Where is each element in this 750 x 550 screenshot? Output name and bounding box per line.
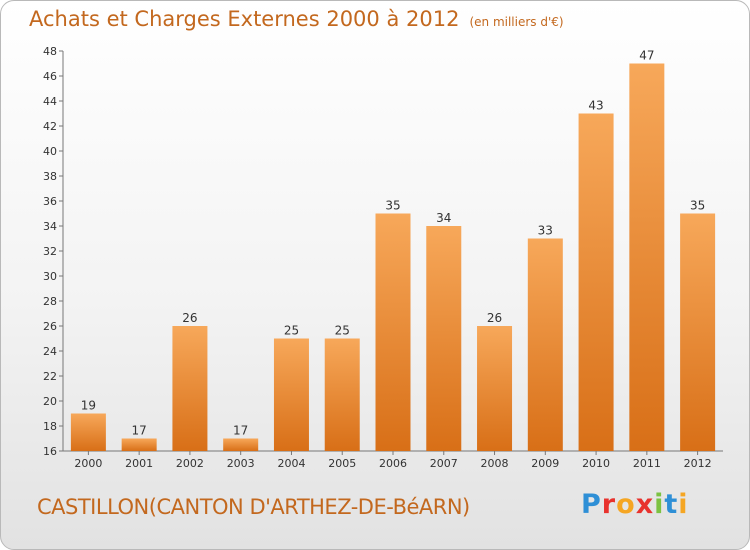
bar-value-label: 35 bbox=[385, 199, 400, 213]
x-tick-label: 2012 bbox=[684, 457, 712, 470]
bar-value-label: 26 bbox=[182, 311, 197, 325]
logo-letter: r bbox=[601, 489, 617, 520]
x-tick-label: 2001 bbox=[125, 457, 153, 470]
y-tick-label: 28 bbox=[43, 295, 57, 308]
bar-value-label: 43 bbox=[588, 99, 603, 113]
y-tick-label: 16 bbox=[43, 445, 57, 458]
x-tick-label: 2011 bbox=[633, 457, 661, 470]
location-label: CASTILLON(CANTON D'ARTHEZ-DE-BéARN) bbox=[37, 495, 470, 519]
bar bbox=[70, 413, 106, 451]
bar-value-label: 25 bbox=[335, 324, 350, 338]
y-tick-label: 48 bbox=[43, 45, 57, 58]
bar bbox=[121, 438, 157, 451]
y-tick-label: 38 bbox=[43, 170, 57, 183]
x-tick-label: 2008 bbox=[481, 457, 509, 470]
y-tick-label: 32 bbox=[43, 245, 57, 258]
bar bbox=[426, 226, 462, 451]
bar bbox=[527, 238, 563, 451]
bar-value-label: 34 bbox=[436, 211, 451, 225]
bar-value-label: 33 bbox=[538, 224, 553, 238]
y-tick-label: 40 bbox=[43, 145, 57, 158]
bar bbox=[477, 326, 513, 451]
logo-letter: i bbox=[678, 489, 689, 520]
bar bbox=[324, 338, 360, 451]
logo-letter: P bbox=[581, 489, 602, 520]
bar bbox=[172, 326, 208, 451]
bar-value-label: 17 bbox=[233, 424, 248, 438]
y-tick-label: 34 bbox=[43, 220, 57, 233]
x-tick-label: 2006 bbox=[379, 457, 407, 470]
chart-title: Achats et Charges Externes 2000 à 2012 (e… bbox=[29, 7, 564, 31]
bar bbox=[680, 213, 716, 451]
y-tick-label: 24 bbox=[43, 345, 57, 358]
bar bbox=[273, 338, 309, 451]
logo-letter: i bbox=[654, 489, 665, 520]
proxiti-logo[interactable]: Proxiti bbox=[581, 489, 689, 520]
x-tick-label: 2009 bbox=[531, 457, 559, 470]
logo-letter: x bbox=[635, 489, 655, 520]
x-tick-label: 2010 bbox=[582, 457, 610, 470]
y-tick-label: 46 bbox=[43, 70, 57, 83]
y-tick-label: 30 bbox=[43, 270, 57, 283]
y-tick-label: 22 bbox=[43, 370, 57, 383]
bar bbox=[375, 213, 411, 451]
y-tick-label: 26 bbox=[43, 320, 57, 333]
y-tick-label: 44 bbox=[43, 95, 57, 108]
x-tick-label: 2004 bbox=[277, 457, 305, 470]
y-tick-label: 18 bbox=[43, 420, 57, 433]
x-tick-label: 2002 bbox=[176, 457, 204, 470]
bar bbox=[223, 438, 259, 451]
bar-value-label: 19 bbox=[81, 399, 96, 413]
bar-value-label: 17 bbox=[132, 424, 147, 438]
logo-letter: o bbox=[616, 489, 636, 520]
chart-title-text: Achats et Charges Externes 2000 à 2012 bbox=[29, 7, 460, 31]
unit-note: (en milliers d'€) bbox=[469, 15, 564, 29]
bar bbox=[578, 113, 614, 451]
y-tick-label: 20 bbox=[43, 395, 57, 408]
y-tick-label: 36 bbox=[43, 195, 57, 208]
bar-value-label: 25 bbox=[284, 324, 299, 338]
bar-value-label: 47 bbox=[639, 49, 654, 63]
x-tick-label: 2003 bbox=[227, 457, 255, 470]
x-tick-label: 2000 bbox=[74, 457, 102, 470]
y-tick-label: 42 bbox=[43, 120, 57, 133]
chart-axes: 16 18 20 22 24 26 28 30 32 34 36 38 40 42 44 46 48 2000 20… bbox=[43, 45, 723, 470]
bar bbox=[629, 63, 665, 451]
logo-letter: t bbox=[664, 489, 679, 520]
x-tick-label: 2007 bbox=[430, 457, 458, 470]
bar-value-label: 35 bbox=[690, 199, 705, 213]
chart-bars: 19 17 26 17 25 25 35 34 26 33 43 47 35 bbox=[70, 49, 716, 451]
bar-value-label: 26 bbox=[487, 311, 502, 325]
x-tick-label: 2005 bbox=[328, 457, 356, 470]
